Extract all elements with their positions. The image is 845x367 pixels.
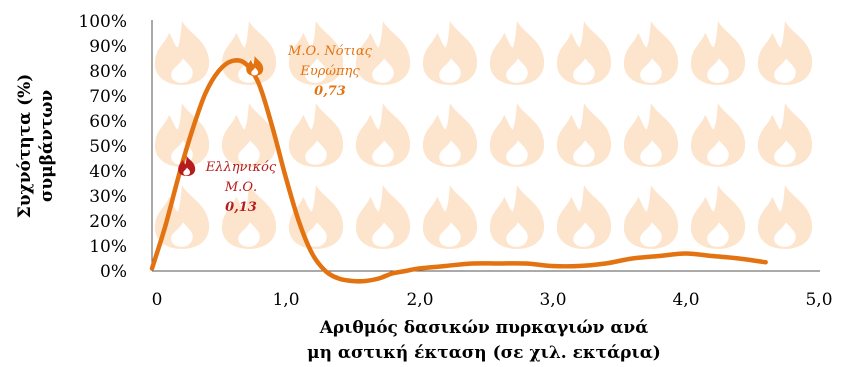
flame-background-icon (154, 21, 210, 85)
y-axis: 0% 10% 20% 30% 40% 50% 60% 70% 80% 90% 1… (78, 12, 153, 282)
annotation-label: Ευρώπης (299, 64, 360, 79)
flame-background-icon (489, 103, 545, 167)
y-tick-label: 70% (89, 87, 127, 107)
x-tick-label: 4,0 (672, 290, 699, 310)
flame-background-icon (623, 21, 679, 85)
flame-background-icon (556, 21, 612, 85)
flame-background-icon (623, 103, 679, 167)
y-tick-label: 40% (89, 162, 127, 182)
x-axis-title: Αριθμός δασικών πυρκαγιών ανά μη αστική … (307, 318, 661, 363)
flame-background-icon (757, 103, 813, 167)
y-tick-label: 20% (89, 212, 127, 232)
annotation-label: Μ.Ο. (224, 180, 257, 195)
x-tick-label: 1,0 (272, 290, 299, 310)
y-tick-label: 100% (78, 12, 127, 32)
flame-background-icon (556, 103, 612, 167)
y-tick-label: 0% (100, 262, 127, 282)
flame-background-icon (690, 21, 746, 85)
y-tick-label: 30% (89, 187, 127, 207)
flame-background-icon (757, 21, 813, 85)
x-tick-label: 2,0 (406, 290, 433, 310)
flame-background-icon (757, 185, 813, 249)
flame-background-icon (422, 21, 478, 85)
flame-background-icon (623, 185, 679, 249)
x-tick-label: 3,0 (539, 290, 566, 310)
annotation-south-europe: Μ.Ο. Νότιας Ευρώπης 0,73 (246, 44, 373, 99)
y-tick-label: 10% (89, 237, 127, 257)
y-axis-title-line: συμβάντων (37, 90, 57, 203)
x-axis-title-line: Αριθμός δασικών πυρκαγιών ανά (319, 318, 649, 338)
flame-background-icon (690, 185, 746, 249)
y-axis-title-line: Συχνότητα (%) (15, 74, 35, 219)
annotation-label: 0,13 (225, 200, 257, 215)
y-tick-label: 90% (89, 37, 127, 57)
x-axis: 0 1,0 2,0 3,0 4,0 5,0 (152, 270, 833, 310)
flame-background-icon (489, 21, 545, 85)
y-axis-title: Συχνότητα (%) συμβάντων (15, 74, 57, 219)
y-tick-label: 50% (89, 137, 127, 157)
annotation-label: Ελληνικός (205, 160, 277, 175)
annotation-greece: Ελληνικός Μ.Ο. 0,13 (178, 156, 277, 215)
x-tick-label: 0 (152, 290, 163, 310)
x-axis-title-line: μη αστική έκταση (σε χιλ. εκτάρια) (307, 343, 661, 363)
flame-background-icon (288, 103, 344, 167)
flame-background-icon (556, 185, 612, 249)
flame-background-icon (221, 21, 277, 85)
annotation-label: 0,73 (314, 84, 346, 99)
annotation-label: Μ.Ο. Νότιας (287, 44, 373, 59)
x-tick-label: 5,0 (805, 290, 832, 310)
flame-background-icon (355, 185, 411, 249)
flame-background-icon (489, 185, 545, 249)
flame-background-icon (690, 103, 746, 167)
y-tick-label: 60% (89, 112, 127, 132)
y-tick-label: 80% (89, 62, 127, 82)
flame-background-icon (422, 103, 478, 167)
flame-background-icon (422, 185, 478, 249)
flame-background-icon (355, 103, 411, 167)
series-line (149, 58, 768, 284)
